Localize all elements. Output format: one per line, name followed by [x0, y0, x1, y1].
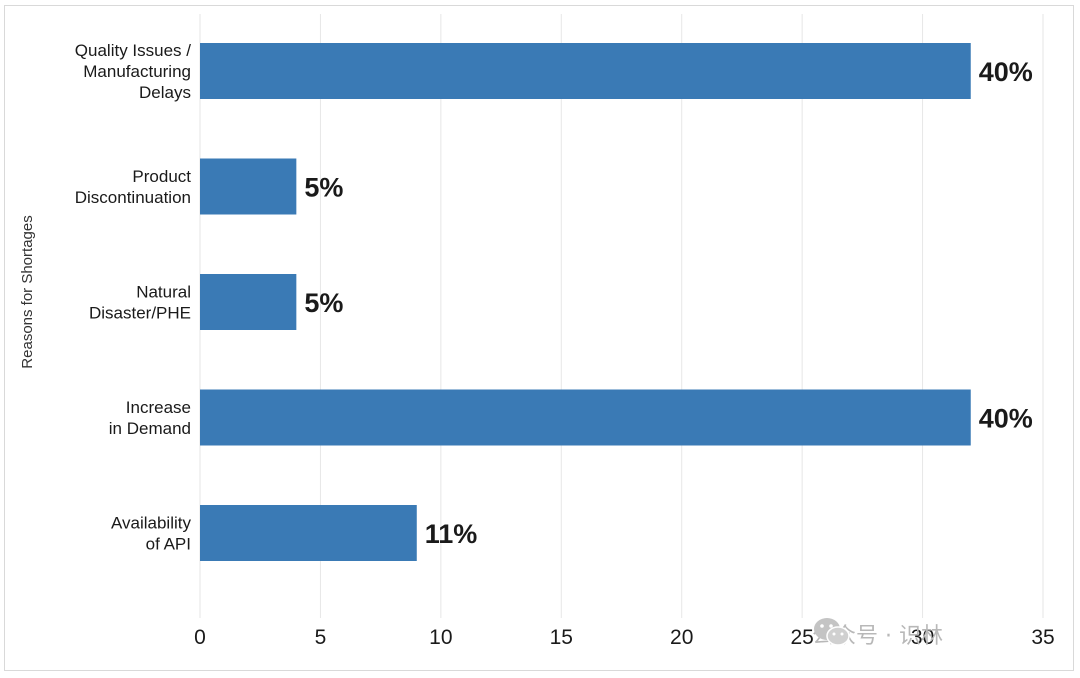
- category-label: Natural: [136, 283, 191, 302]
- bar: [200, 389, 971, 446]
- chart-frame: [4, 5, 1074, 671]
- category-label: Increase: [126, 398, 191, 417]
- x-tick-label: 15: [550, 626, 573, 649]
- category-label: Manufacturing: [83, 62, 191, 81]
- x-tick-label: 20: [670, 626, 693, 649]
- bar: [200, 43, 971, 99]
- x-tick-label: 10: [429, 626, 452, 649]
- watermark: 公众号 · 识林: [812, 616, 943, 652]
- x-tick-label: 25: [790, 626, 813, 649]
- data-label: 5%: [304, 173, 343, 203]
- bar: [200, 274, 297, 330]
- bar: [200, 158, 297, 215]
- data-label: 5%: [304, 288, 343, 318]
- x-tick-label: 35: [1031, 626, 1054, 649]
- category-label: Quality Issues /: [75, 41, 191, 60]
- data-label: 40%: [979, 57, 1033, 87]
- bars: [200, 43, 971, 561]
- x-tick-label: 30: [911, 626, 934, 649]
- y-axis-title: Reasons for Shortages: [19, 215, 36, 368]
- category-label: Product: [132, 167, 191, 186]
- wechat-icon: [814, 618, 850, 646]
- data-label: 40%: [979, 404, 1033, 434]
- x-tick-labels: 0 5 10 15 20 25 30 35: [194, 626, 1055, 649]
- category-label: Discontinuation: [75, 188, 191, 207]
- data-label: 11%: [425, 519, 478, 549]
- category-label: Disaster/PHE: [89, 304, 191, 323]
- category-label: of API: [146, 535, 191, 554]
- x-tick-label: 5: [315, 626, 327, 649]
- x-tick-label: 0: [194, 626, 206, 649]
- category-label: Delays: [139, 83, 191, 102]
- category-label: in Demand: [109, 419, 191, 438]
- data-labels: 40% 5% 5% 40% 11%: [304, 57, 1032, 549]
- category-label: Availability: [111, 514, 192, 533]
- bar: [200, 505, 417, 561]
- category-labels: Quality Issues / Manufacturing Delays Produ…: [75, 41, 192, 554]
